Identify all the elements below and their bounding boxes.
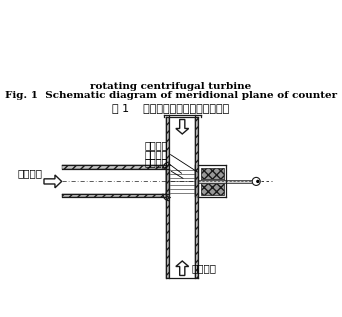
Text: 进气方向: 进气方向 [17, 168, 42, 178]
Text: Fig. 1  Schematic diagram of meridional plane of counter: Fig. 1 Schematic diagram of meridional p… [5, 91, 337, 100]
Text: 低压动叶: 低压动叶 [144, 140, 198, 172]
Text: 图 1    对转式离心透平子午面示意图: 图 1 对转式离心透平子午面示意图 [113, 103, 229, 113]
Bar [195, 165, 198, 278]
Polygon shape [198, 180, 252, 183]
Polygon shape [44, 175, 62, 188]
Circle shape [257, 180, 259, 182]
Bar [166, 165, 169, 278]
Bar [201, 179, 224, 184]
Bar [201, 184, 224, 195]
Bar [62, 194, 166, 197]
Text: 高压静叶: 高压静叶 [144, 157, 183, 178]
Text: 高压动叶: 高压动叶 [144, 149, 182, 173]
Polygon shape [176, 261, 189, 275]
Bar [62, 165, 166, 169]
Bar [201, 168, 224, 179]
Text: 出气方向: 出气方向 [192, 263, 217, 273]
Circle shape [252, 178, 260, 185]
Bar [166, 117, 169, 197]
Text: rotating centrifugal turbine: rotating centrifugal turbine [90, 82, 252, 91]
Polygon shape [176, 120, 189, 134]
Bar [195, 117, 198, 197]
